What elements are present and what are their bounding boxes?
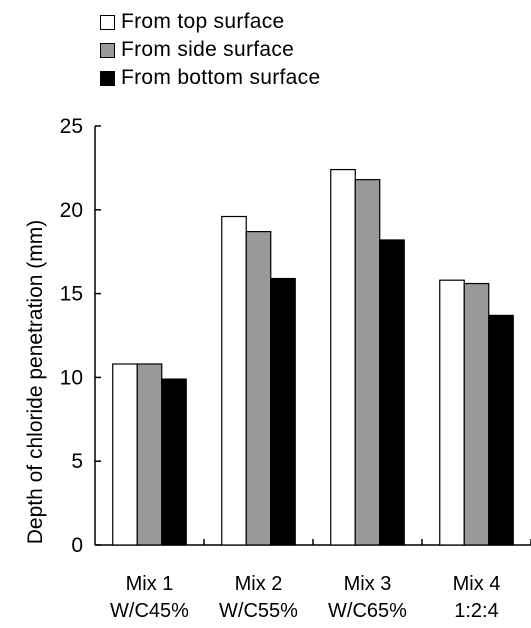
y-tick-label: 5 xyxy=(71,450,83,473)
bar xyxy=(270,277,296,546)
x-tick-label: Mix 2 xyxy=(235,573,283,595)
legend-label-bottom: From bottom surface xyxy=(121,66,321,89)
x-tick-sublabel: W/C55% xyxy=(219,600,298,622)
x-tick-label: Mix 1 xyxy=(126,573,174,595)
y-tick-label: 25 xyxy=(60,115,83,138)
x-tick-sublabel: 1:2:4 xyxy=(454,600,498,622)
y-tick-label: 0 xyxy=(71,534,83,557)
axes: 0 5 10 15 20 25 Mix 1 W/C45% Mix 2 W/C55% Mix 3 W/C… xyxy=(60,115,531,622)
x-tick-label: Mix 3 xyxy=(344,573,392,595)
bar xyxy=(245,230,272,546)
bar xyxy=(439,279,465,546)
x-tick-sublabel: W/C65% xyxy=(328,600,407,622)
bar xyxy=(379,239,405,546)
bar xyxy=(112,363,138,546)
y-tick-label: 10 xyxy=(60,366,83,389)
bar xyxy=(330,168,356,546)
y-tick-label: 15 xyxy=(60,283,83,306)
bar xyxy=(354,179,381,546)
axis-labels: Depth of chloride penetration (mm) xyxy=(24,220,47,545)
legend-swatch-side xyxy=(100,42,115,58)
legend-item-bottom: From bottom surface xyxy=(100,64,320,92)
legend-swatch-top xyxy=(100,14,115,30)
bar xyxy=(221,215,247,546)
legend: From top surface From side surface From … xyxy=(100,8,320,92)
legend-swatch-bottom xyxy=(100,70,115,86)
legend-item-side: From side surface xyxy=(100,36,320,64)
y-axis-label: Depth of chloride penetration (mm) xyxy=(24,220,47,545)
legend-label-side: From side surface xyxy=(121,38,295,61)
y-tick-label: 20 xyxy=(60,199,83,222)
x-tick-label: Mix 4 xyxy=(453,573,501,595)
x-tick-sublabel: W/C45% xyxy=(110,600,189,622)
legend-label-top: From top surface xyxy=(121,10,285,33)
bar xyxy=(463,282,490,546)
bar xyxy=(161,378,187,546)
bars xyxy=(112,168,514,546)
legend-item-top: From top surface xyxy=(100,8,320,36)
bar xyxy=(136,363,163,546)
bar xyxy=(488,314,514,546)
